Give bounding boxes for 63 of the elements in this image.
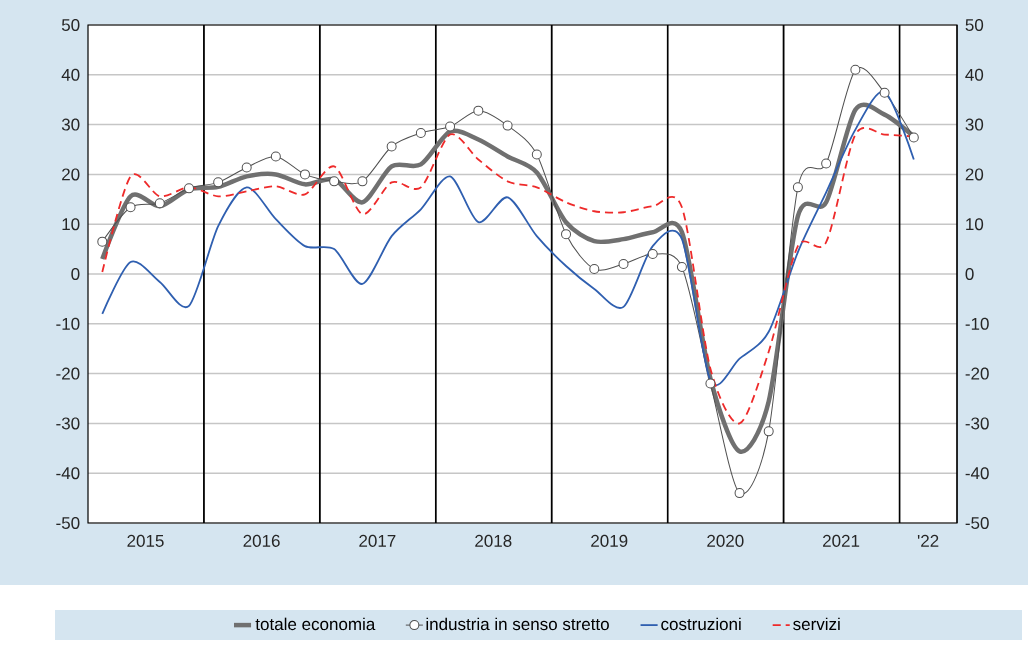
- legend-label: costruzioni: [661, 617, 741, 631]
- y2-tick-label: 50: [965, 18, 984, 32]
- legend-label: industria in senso stretto: [426, 617, 609, 631]
- y2-tick-label: -30: [965, 417, 989, 430]
- point: [561, 229, 572, 240]
- y2-tick-label: -40: [965, 467, 989, 480]
- x-tick-label: 2018: [475, 534, 512, 547]
- y-tick-label: 30: [61, 118, 80, 131]
- y2-tick-label: 10: [966, 218, 984, 231]
- y-tick-label: 40: [61, 68, 80, 81]
- point: [241, 162, 252, 173]
- legend-label: servizi: [793, 617, 840, 631]
- point: [618, 259, 629, 270]
- y-tick-label: -30: [56, 417, 80, 430]
- point: [329, 176, 340, 187]
- x-tick-label: '22: [917, 534, 939, 547]
- x-tick-label: 2016: [243, 534, 280, 547]
- y-tick-label: 50: [61, 18, 80, 32]
- x-tick-label: 2017: [359, 534, 396, 547]
- point: [213, 177, 224, 188]
- point: [763, 426, 774, 437]
- point: [531, 149, 542, 160]
- y-tick-label: -40: [56, 467, 80, 480]
- point: [357, 176, 368, 187]
- y-tick-label: 0: [71, 267, 80, 281]
- y-tick-label: -10: [56, 317, 80, 330]
- point: [908, 132, 919, 143]
- point: [676, 262, 687, 273]
- y2-tick-label: 30: [965, 118, 984, 131]
- point: [734, 488, 745, 499]
- y2-tick-label: -10: [965, 317, 989, 330]
- point: [792, 182, 803, 193]
- point: [821, 158, 832, 169]
- point: [589, 264, 600, 275]
- point: [154, 198, 165, 209]
- y-tick-label: 20: [62, 168, 80, 181]
- legend-label: totale economia: [255, 617, 376, 631]
- point: [647, 249, 658, 260]
- point: [850, 64, 861, 75]
- x-tick-label: 2021: [823, 534, 860, 547]
- x-tick-label: 2019: [591, 534, 628, 547]
- point: [502, 120, 513, 131]
- point: [705, 378, 716, 389]
- point: [184, 183, 195, 194]
- y-tick-label: -20: [56, 367, 80, 380]
- point: [97, 236, 108, 247]
- y2-tick-label: 0: [965, 267, 974, 281]
- y2-tick-label: 20: [965, 168, 984, 181]
- x-tick-label: 2020: [707, 534, 744, 547]
- y-tick-label: 10: [62, 218, 80, 231]
- x-tick-label: 2015: [127, 534, 164, 547]
- point: [270, 151, 281, 162]
- y-tick-label: -50: [56, 516, 80, 530]
- point: [125, 202, 136, 213]
- y2-tick-label: 40: [965, 68, 984, 81]
- y2-tick-label: -50: [965, 516, 989, 530]
- point: [386, 141, 397, 152]
- point: [299, 169, 310, 180]
- point: [473, 105, 484, 116]
- point: [445, 121, 456, 132]
- point: [415, 128, 426, 139]
- point: [879, 87, 890, 98]
- y2-tick-label: -20: [965, 367, 989, 380]
